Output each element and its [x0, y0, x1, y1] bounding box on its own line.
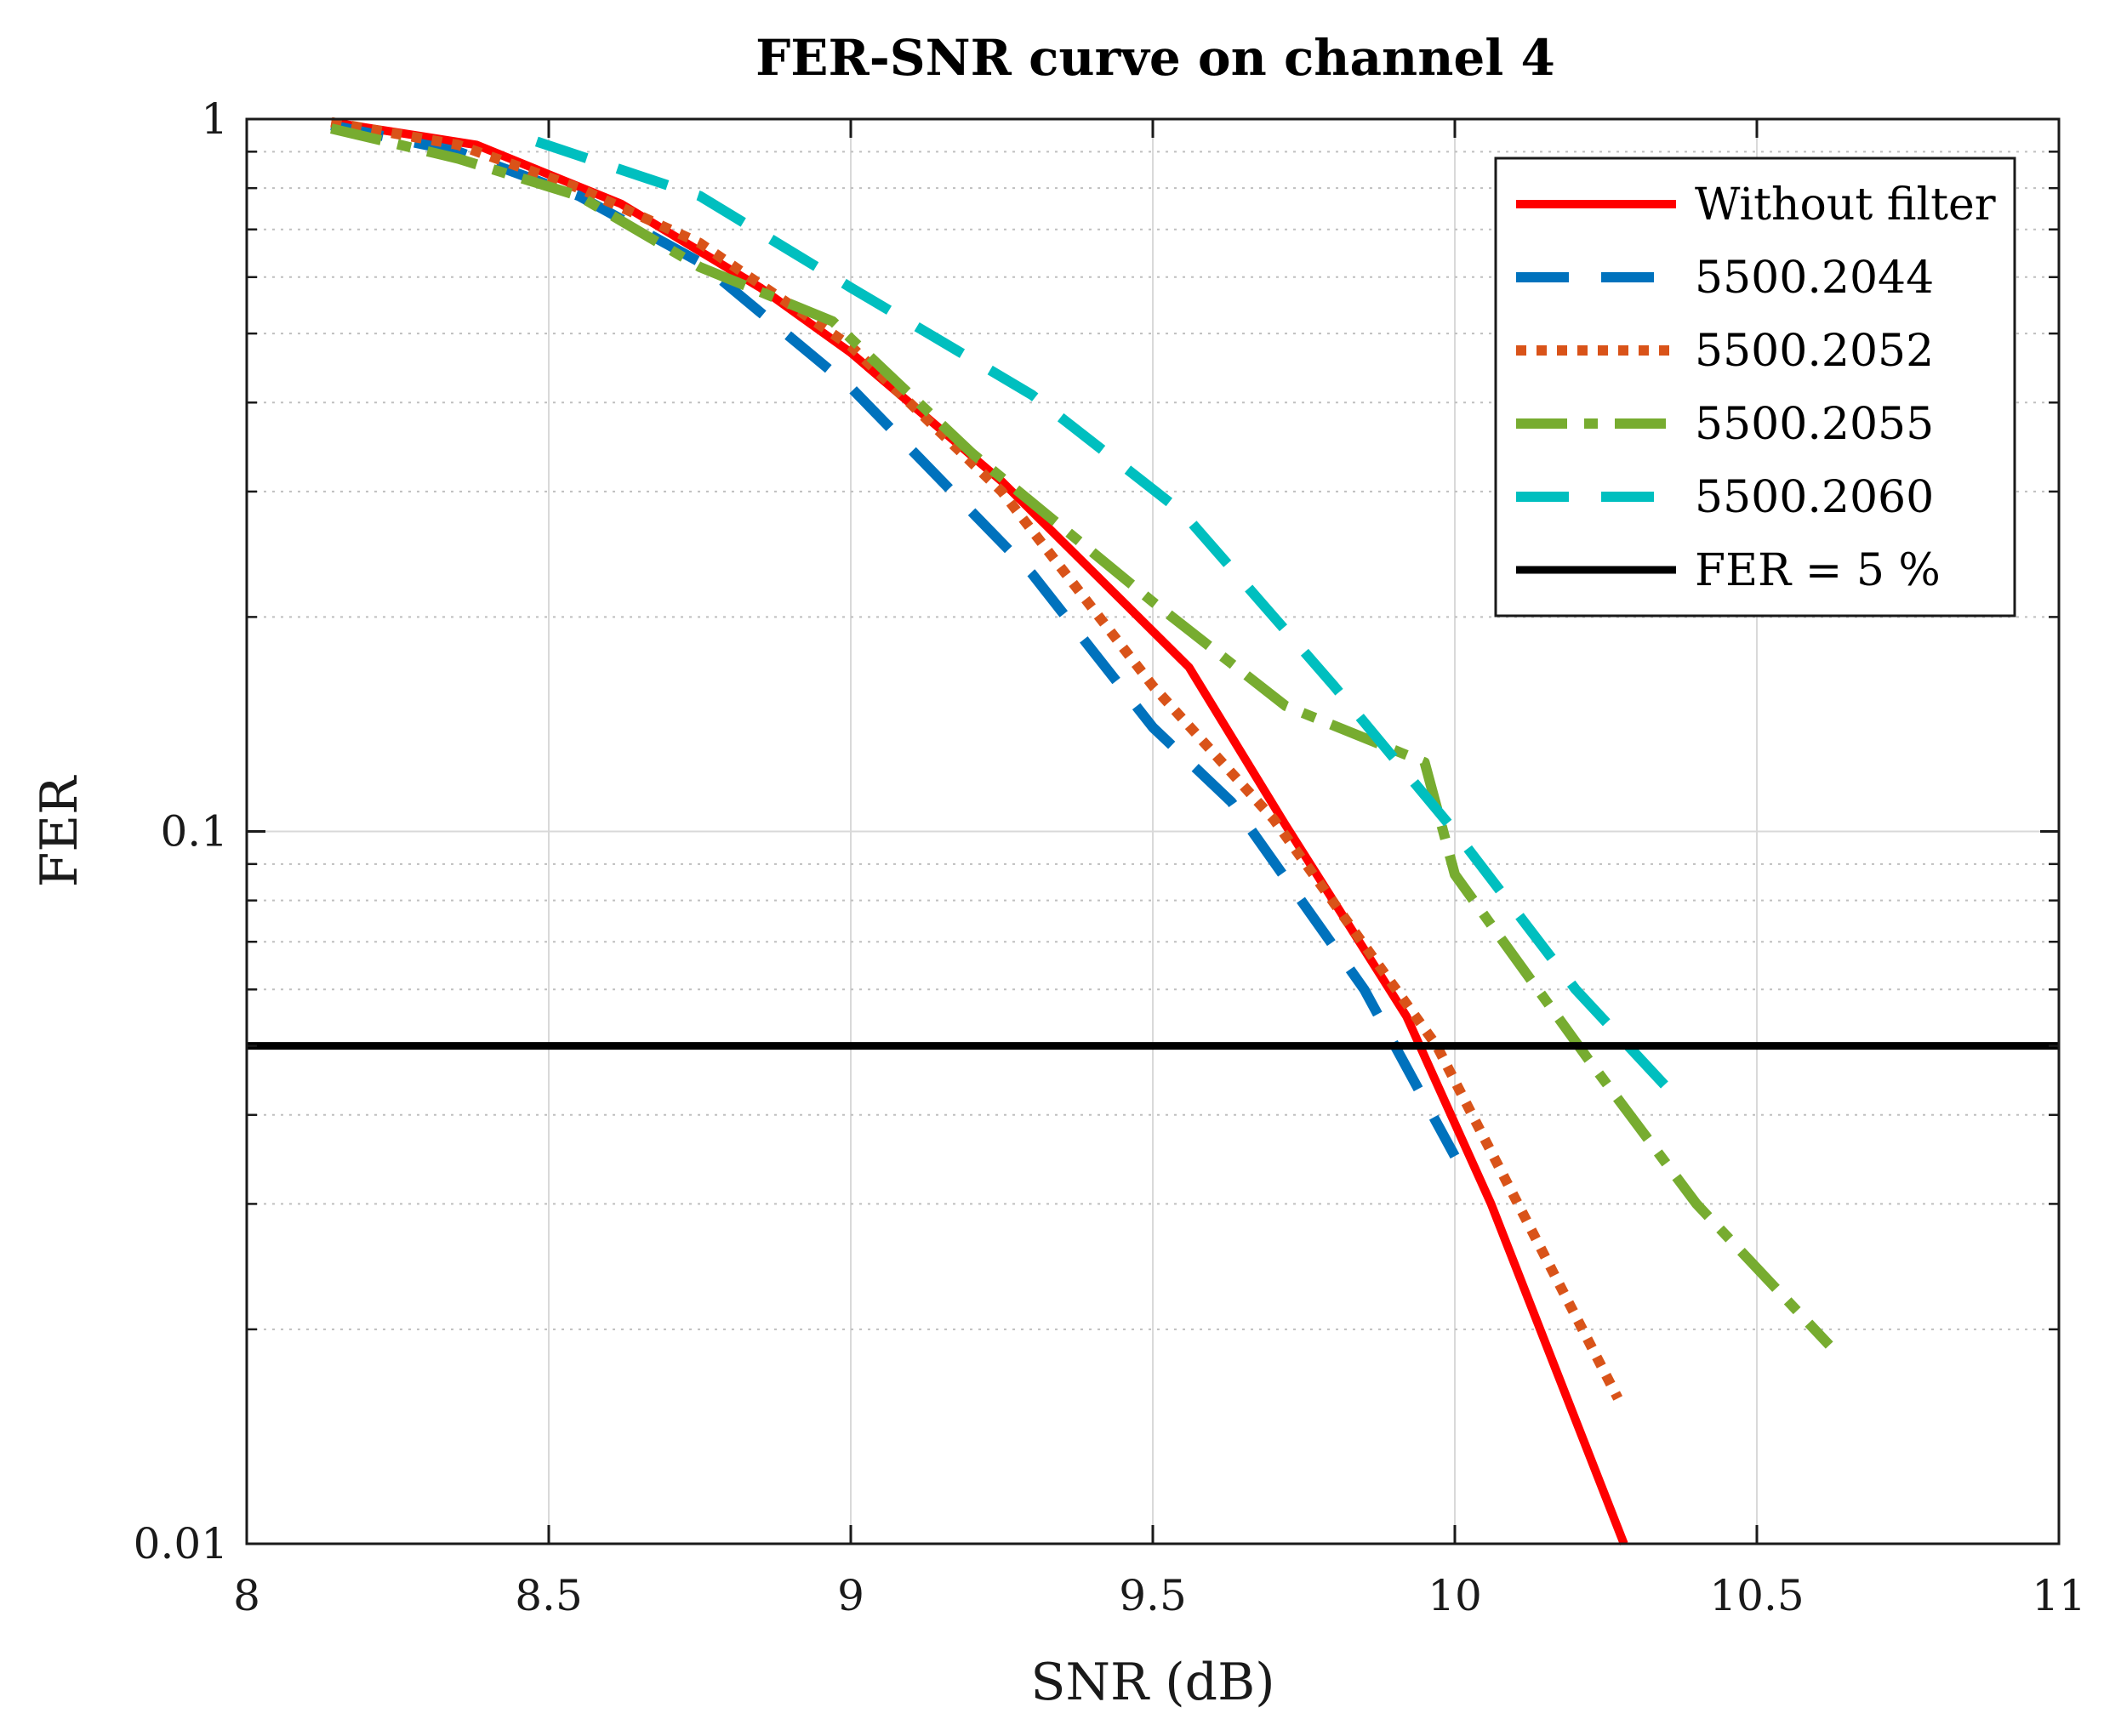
legend-label-fer-5: FER = 5 % — [1695, 545, 1941, 596]
x-tick-label: 11 — [2032, 1571, 2086, 1620]
chart-title: FER-SNR curve on channel 4 — [755, 29, 1555, 87]
legend-label-5500-2052: 5500.2052 — [1695, 326, 1934, 377]
series-line-without-filter — [330, 117, 1628, 1545]
y-tick-label: 1 — [201, 94, 228, 144]
x-tick-label: 10 — [1428, 1571, 1482, 1620]
x-tick-label: 10.5 — [1709, 1571, 1804, 1620]
x-tick-label: 8.5 — [515, 1571, 583, 1620]
plot-series — [247, 117, 2059, 1545]
legend-label-5500-2055: 5500.2055 — [1695, 399, 1934, 450]
legend-box — [1494, 157, 2016, 618]
series-line-5500-2052 — [330, 117, 1623, 1401]
legend-label-5500-2044: 5500.2044 — [1695, 253, 1934, 304]
x-tick-label: 9 — [837, 1571, 864, 1620]
legend-label-without-filter: Without filter — [1695, 179, 1996, 231]
x-axis-label: SNR (dB) — [1030, 1653, 1274, 1712]
axis-ticks: 8 8.5 9 9.5 10 10.5 11 0.01 0.1 1 — [134, 94, 2086, 1620]
x-tick-label: 8 — [233, 1571, 260, 1620]
x-tick-label: 9.5 — [1119, 1571, 1187, 1620]
legend: Without filter 5500.2044 5500.2052 5500.205… — [1494, 157, 2016, 618]
series-line-5500-2060 — [534, 136, 1683, 1104]
series-line-5500-2055 — [330, 123, 1833, 1349]
y-tick-label: 0.1 — [160, 807, 228, 857]
y-axis-label: FER — [30, 775, 89, 887]
y-tick-label: 0.01 — [134, 1519, 228, 1568]
series-line-5500-2044 — [330, 120, 1460, 1159]
legend-label-5500-2060: 5500.2060 — [1695, 472, 1934, 523]
